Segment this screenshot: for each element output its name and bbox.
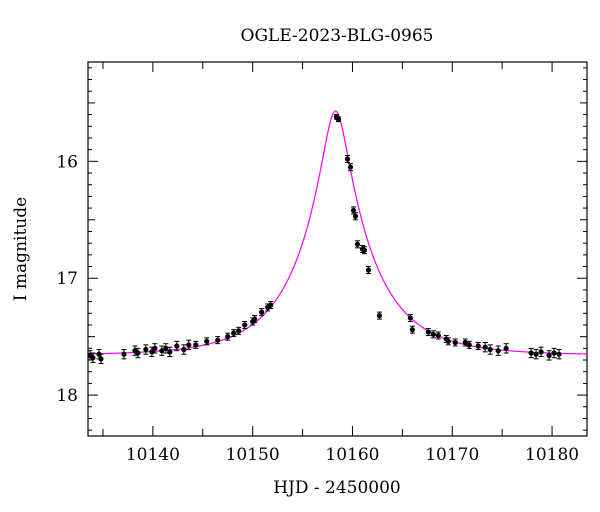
data-point (231, 330, 237, 336)
data-point (181, 346, 187, 353)
y-tick-label: 17 (56, 269, 78, 289)
data-point (225, 334, 231, 340)
data-point (546, 352, 552, 358)
plot-area: 10140 10150 10160 10170 10180 16 17 18 (56, 61, 588, 465)
data-point (475, 343, 481, 349)
data-point (487, 346, 493, 353)
y-tick-label: 18 (56, 386, 78, 406)
x-tick-label: 10150 (226, 445, 280, 465)
x-tick-label: 10180 (525, 445, 579, 465)
data-point (482, 344, 488, 350)
data-point (186, 342, 192, 348)
data-point (354, 241, 361, 247)
data-point (143, 346, 149, 353)
data-point (167, 349, 173, 355)
data-point (528, 350, 534, 356)
data-point (268, 302, 274, 308)
data-point (352, 213, 359, 219)
data-point (98, 356, 104, 362)
data-point (503, 345, 509, 351)
model-curve (88, 110, 587, 355)
x-tick-label: 10140 (126, 445, 180, 465)
data-point (556, 351, 562, 357)
data-point (236, 328, 242, 334)
data-point (407, 315, 413, 321)
data-point (344, 156, 351, 162)
data-point (215, 337, 221, 343)
data-point (466, 342, 472, 348)
data-point (350, 207, 357, 214)
chart-title: OGLE-2023-BLG-0965 (241, 26, 434, 46)
data-point (445, 338, 451, 344)
data-point (452, 339, 458, 346)
data-point (135, 350, 141, 356)
data-point (495, 348, 501, 354)
data-point (163, 345, 169, 351)
x-tick-label: 10170 (425, 445, 479, 465)
data-point (376, 313, 383, 319)
data-point (159, 348, 165, 354)
data-point (435, 332, 441, 339)
data-point (551, 350, 557, 356)
data-point (365, 267, 372, 273)
data-point (121, 351, 127, 357)
data-point (425, 329, 431, 335)
data-point (533, 351, 539, 357)
plot-frame (87, 61, 588, 437)
data-point (430, 331, 436, 337)
data-point (252, 316, 258, 322)
data-point (335, 116, 342, 122)
x-tick-label: 10160 (325, 445, 379, 465)
data-point (538, 349, 544, 355)
data-point (90, 355, 96, 361)
data-point (152, 345, 158, 351)
y-axis-label: I magnitude (11, 197, 31, 301)
data-point (347, 164, 354, 170)
data-point (204, 338, 210, 344)
data-point (462, 339, 468, 346)
data-point (193, 342, 199, 348)
x-axis-label: HJD - 2450000 (273, 478, 401, 498)
data-point (361, 247, 368, 253)
y-tick-label: 16 (56, 152, 78, 172)
data-point (242, 322, 248, 328)
data-point (174, 343, 180, 349)
data-point (259, 309, 265, 315)
data-point (409, 327, 415, 333)
